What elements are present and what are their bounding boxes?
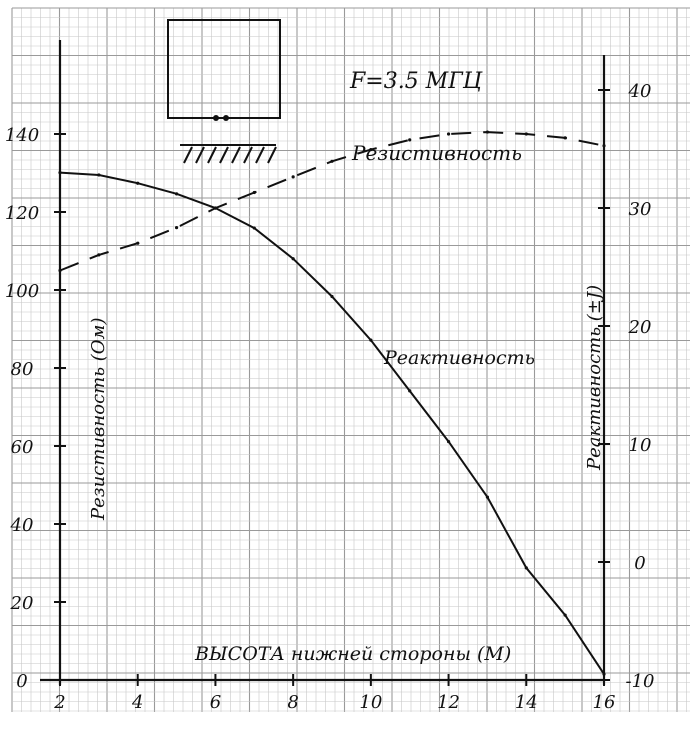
x-tick-label: 12 (437, 692, 460, 713)
x-tick-label: 16 (593, 692, 616, 713)
x-tick-label: 8 (287, 692, 298, 713)
data-point (446, 132, 451, 136)
ground-hatch-stroke (255, 146, 265, 164)
series-label-reactance: Реактивность (383, 347, 535, 369)
y-right-tick-label: 30 (629, 199, 652, 220)
data-point (252, 190, 256, 195)
ground-hatch-stroke (243, 146, 253, 164)
x-tick-label: 4 (131, 692, 143, 713)
y-right-tick-label: 10 (629, 435, 652, 456)
series-line-resistance (59, 131, 605, 272)
ticks-layer: 2 4 6 8 10 12 14 16 0 20 40 60 80 100 120 140 -10 0 10 20 30… (5, 81, 655, 713)
x-tick-label: 2 (53, 692, 65, 713)
feed-point-left (213, 115, 219, 121)
y-left-tick-label: 60 (11, 437, 34, 458)
data-point (291, 257, 295, 261)
x-axis-label: ВЫСОТА нижней стороны (М) (194, 643, 511, 665)
data-point (408, 138, 412, 142)
x-tick-label: 14 (515, 692, 538, 713)
data-point (602, 672, 606, 676)
y-axis-left-label: Резистивность (Ом) (88, 318, 109, 521)
axes-layer (40, 40, 606, 685)
data-point (174, 192, 179, 196)
y-left-tick-label: 140 (5, 125, 39, 146)
labels-layer: F=3.5 МГЦ Резистивность Реактивность ВЫС… (88, 69, 605, 665)
grid-layer (11, 7, 690, 712)
series-label-resistance: Резистивность (351, 141, 522, 165)
y-left-tick-label: 40 (10, 515, 34, 536)
ground-hatch (183, 146, 277, 164)
y-left-tick-label: 80 (11, 359, 34, 380)
data-point (136, 241, 140, 245)
series-layer (58, 130, 606, 676)
data-point (330, 159, 334, 163)
y-right-tick-label: 40 (628, 81, 652, 102)
data-point (563, 136, 567, 140)
chart-title: F=3.5 МГЦ (349, 69, 483, 94)
ground-hatch-stroke (231, 146, 241, 164)
y-left-tick-label: 100 (5, 281, 39, 302)
data-point (213, 206, 218, 210)
data-point (446, 440, 451, 444)
y-right-tick-label: -10 (626, 671, 655, 692)
y-left-tick-label: 120 (5, 203, 39, 224)
antenna-diagram (167, 19, 281, 164)
ground-hatch-stroke (267, 146, 277, 164)
data-point (136, 181, 140, 185)
data-point (291, 175, 295, 179)
data-point (408, 389, 412, 393)
data-point (485, 495, 490, 499)
data-point (58, 268, 62, 273)
y-right-tick-label: 0 (634, 553, 645, 574)
series-line-reactance (59, 171, 605, 675)
data-point (174, 226, 179, 230)
y-left-tick-label: 20 (10, 593, 34, 614)
data-point (369, 338, 373, 342)
data-point (563, 613, 567, 617)
y-right-tick-label: 20 (628, 317, 652, 338)
data-point (252, 226, 256, 230)
data-point (602, 144, 606, 148)
ground-hatch-stroke (183, 146, 193, 164)
data-point (330, 294, 334, 299)
ground-hatch-stroke (207, 146, 217, 164)
x-tick-label: 10 (359, 692, 382, 713)
ground-hatch-stroke (195, 146, 205, 164)
x-tick-label: 6 (210, 692, 221, 713)
data-point (485, 130, 490, 134)
feed-point-right (223, 115, 229, 121)
ground-hatch-stroke (219, 146, 229, 164)
data-point (369, 148, 373, 152)
data-point (97, 253, 101, 257)
data-point (97, 173, 101, 177)
y-axis-right-label: Реактивность (±J) (584, 285, 605, 471)
data-point (524, 132, 528, 136)
data-point (524, 566, 528, 570)
y-left-tick-label: 0 (16, 671, 27, 692)
data-point (58, 171, 62, 175)
